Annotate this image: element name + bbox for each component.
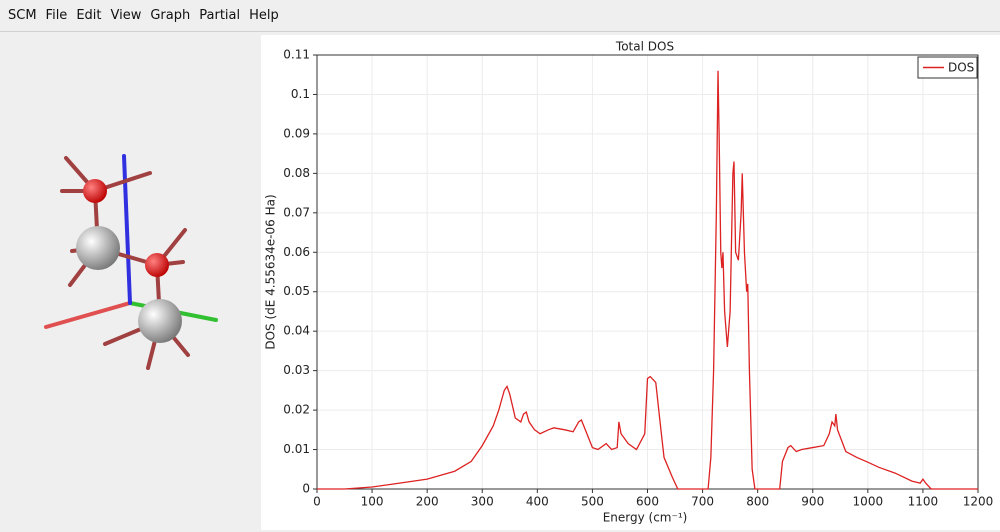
legend-box <box>917 56 978 79</box>
chart-background <box>261 35 1000 530</box>
y-tick-label: 0.1 <box>291 87 310 101</box>
x-tick-label: 0 <box>313 495 321 509</box>
x-tick-label: 1100 <box>908 495 939 509</box>
plot-frame <box>316 54 979 490</box>
menu-item[interactable]: File <box>45 8 68 23</box>
atom <box>83 179 107 203</box>
y-axis-label: DOS (dE 4.55634e-06 Ha) <box>264 194 278 349</box>
menu-bar: SCM File Edit View Graph Partial Help <box>0 0 1000 32</box>
y-tick-label: 0.11 <box>283 48 310 62</box>
menu-item[interactable]: View <box>110 8 142 23</box>
menu-item[interactable]: Partial <box>199 8 241 23</box>
x-tick-label: 100 <box>361 495 384 509</box>
y-tick-label: 0.04 <box>283 324 310 338</box>
x-tick-label: 800 <box>746 495 769 509</box>
x-tick-label: 1000 <box>853 495 884 509</box>
chart-title: Total DOS <box>615 40 674 54</box>
bonds <box>44 154 218 370</box>
menu-item[interactable]: Help <box>249 8 279 23</box>
x-tick-label: 600 <box>636 495 659 509</box>
dos-chart: Total DOS Energy (cm⁻¹) DOS (dE 4.55634e… <box>261 35 1000 530</box>
y-tick-label: 0.09 <box>283 126 310 140</box>
x-axis-label: Energy (cm⁻¹) <box>603 511 688 525</box>
y-tick-label: 0 <box>302 482 310 496</box>
x-tick-label: 200 <box>416 495 439 509</box>
x-tick-label: 400 <box>526 495 549 509</box>
menu-item[interactable]: Edit <box>76 8 102 23</box>
y-tick-label: 0.03 <box>283 363 310 377</box>
x-tick-label: 300 <box>471 495 494 509</box>
atom <box>145 253 169 277</box>
menu-item[interactable]: SCM <box>8 8 37 23</box>
x-tick-label: 700 <box>691 495 714 509</box>
atom <box>138 299 182 343</box>
y-tick-label: 0.02 <box>283 403 310 417</box>
y-tick-label: 0.06 <box>283 245 310 259</box>
x-tick-label: 500 <box>581 495 604 509</box>
y-tick-label: 0.08 <box>283 166 310 180</box>
dos-line <box>317 70 978 490</box>
y-tick-label: 0.05 <box>283 284 310 298</box>
x-tick-label: 900 <box>801 495 824 509</box>
y-tick-label: 0.01 <box>283 442 310 456</box>
x-tick-label: 1200 <box>963 495 994 509</box>
atom <box>76 226 120 270</box>
legend-label: DOS <box>948 61 974 75</box>
molecule-view[interactable] <box>0 33 258 532</box>
y-tick-label: 0.07 <box>283 205 310 219</box>
menu-item[interactable]: Graph <box>150 8 191 23</box>
